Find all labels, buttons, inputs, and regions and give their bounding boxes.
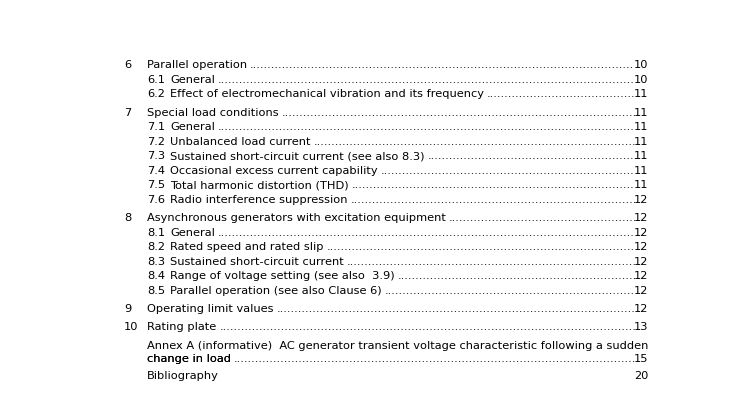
Text: 12: 12 xyxy=(634,303,648,313)
Text: 8.5: 8.5 xyxy=(147,285,165,295)
Text: .........................................: ........................................… xyxy=(487,89,636,99)
Text: Sustained short-circuit current (see also 8.3): Sustained short-circuit current (see als… xyxy=(170,151,425,161)
Text: ................................................................................: ........................................… xyxy=(234,353,637,363)
Text: 13: 13 xyxy=(634,321,648,331)
Text: Sustained short-circuit current: Sustained short-circuit current xyxy=(170,256,344,266)
Text: 11: 11 xyxy=(634,180,648,190)
Text: Parallel operation: Parallel operation xyxy=(147,60,247,70)
Text: ....................................................: ........................................… xyxy=(449,213,637,222)
Text: 7: 7 xyxy=(124,107,131,117)
Text: Asynchronous generators with excitation equipment: Asynchronous generators with excitation … xyxy=(147,213,446,222)
Text: General: General xyxy=(170,227,215,237)
Text: ................................................................................: ........................................… xyxy=(219,321,637,331)
Text: General: General xyxy=(170,74,215,85)
Text: 12: 12 xyxy=(634,256,648,266)
Text: 20: 20 xyxy=(634,370,648,380)
Text: 10: 10 xyxy=(634,74,648,85)
Text: ................................................................................: ........................................… xyxy=(250,60,634,70)
Text: ................................................................................: ........................................… xyxy=(282,107,637,117)
Text: 12: 12 xyxy=(634,285,648,295)
Text: Radio interference suppression: Radio interference suppression xyxy=(170,194,348,204)
Text: 7.6: 7.6 xyxy=(147,194,165,204)
Text: 10: 10 xyxy=(124,321,139,331)
Text: 11: 11 xyxy=(634,107,648,117)
Text: 9: 9 xyxy=(124,303,131,313)
Text: 8.3: 8.3 xyxy=(147,256,165,266)
Text: 7.3: 7.3 xyxy=(147,151,165,161)
Text: Occasional excess current capability: Occasional excess current capability xyxy=(170,165,378,175)
Text: 11: 11 xyxy=(634,136,648,146)
Text: 12: 12 xyxy=(634,227,648,237)
Text: Parallel operation (see also Clause 6): Parallel operation (see also Clause 6) xyxy=(170,285,382,295)
Text: ................................................................................: ........................................… xyxy=(218,122,635,132)
Text: ................................................................................: ........................................… xyxy=(347,256,637,266)
Text: 7.1: 7.1 xyxy=(147,122,165,132)
Text: 15: 15 xyxy=(634,353,648,363)
Text: ..................................................................: ........................................… xyxy=(398,270,637,281)
Text: 12: 12 xyxy=(634,213,648,222)
Text: Unbalanced load current: Unbalanced load current xyxy=(170,136,310,146)
Text: 11: 11 xyxy=(634,151,648,161)
Text: 8: 8 xyxy=(124,213,131,222)
Text: change in load: change in load xyxy=(147,353,231,363)
Text: Special load conditions: Special load conditions xyxy=(147,107,279,117)
Text: Bibliography: Bibliography xyxy=(147,370,219,380)
Text: change in load: change in load xyxy=(147,353,231,363)
Text: 7.4: 7.4 xyxy=(147,165,165,175)
Text: 10: 10 xyxy=(634,60,648,70)
Text: ................................................................................: ........................................… xyxy=(218,74,635,85)
Text: Effect of electromechanical vibration and its frequency: Effect of electromechanical vibration an… xyxy=(170,89,484,99)
Text: 8.4: 8.4 xyxy=(147,270,165,281)
Text: 11: 11 xyxy=(634,89,648,99)
Text: ...............................................................................: ........................................… xyxy=(350,194,637,204)
Text: 6: 6 xyxy=(124,60,131,70)
Text: 6.2: 6.2 xyxy=(147,89,165,99)
Text: 11: 11 xyxy=(634,122,648,132)
Text: Total harmonic distortion (THD): Total harmonic distortion (THD) xyxy=(170,180,349,190)
Text: ..........................................................: ........................................… xyxy=(428,151,638,161)
Text: ..............................................................................: ........................................… xyxy=(352,180,634,190)
Text: 7.2: 7.2 xyxy=(147,136,165,146)
Text: 12: 12 xyxy=(634,241,648,252)
Text: ................................................................................: ........................................… xyxy=(222,370,635,380)
Text: Range of voltage setting (see also  3.9): Range of voltage setting (see also 3.9) xyxy=(170,270,395,281)
Text: ................................................................................: ........................................… xyxy=(276,303,636,313)
Text: Rated speed and rated slip: Rated speed and rated slip xyxy=(170,241,324,252)
Text: 8.1: 8.1 xyxy=(147,227,165,237)
Text: Operating limit values: Operating limit values xyxy=(147,303,273,313)
Text: General: General xyxy=(170,122,215,132)
Text: ......................................................................: ........................................… xyxy=(381,165,634,175)
Text: 11: 11 xyxy=(634,165,648,175)
Text: 12: 12 xyxy=(634,270,648,281)
Text: 6.1: 6.1 xyxy=(147,74,165,85)
Text: ................................................................................: ........................................… xyxy=(218,227,635,237)
Text: ................................................................................: ........................................… xyxy=(313,136,636,146)
Text: .....................................................................: ........................................… xyxy=(385,285,635,295)
Text: 12: 12 xyxy=(634,194,648,204)
Text: 8.2: 8.2 xyxy=(147,241,165,252)
Text: Rating plate: Rating plate xyxy=(147,321,216,331)
Text: ................................................................................: ........................................… xyxy=(327,241,634,252)
Text: 7.5: 7.5 xyxy=(147,180,165,190)
Text: Annex A (informative)  AC generator transient voltage characteristic following a: Annex A (informative) AC generator trans… xyxy=(147,340,648,350)
